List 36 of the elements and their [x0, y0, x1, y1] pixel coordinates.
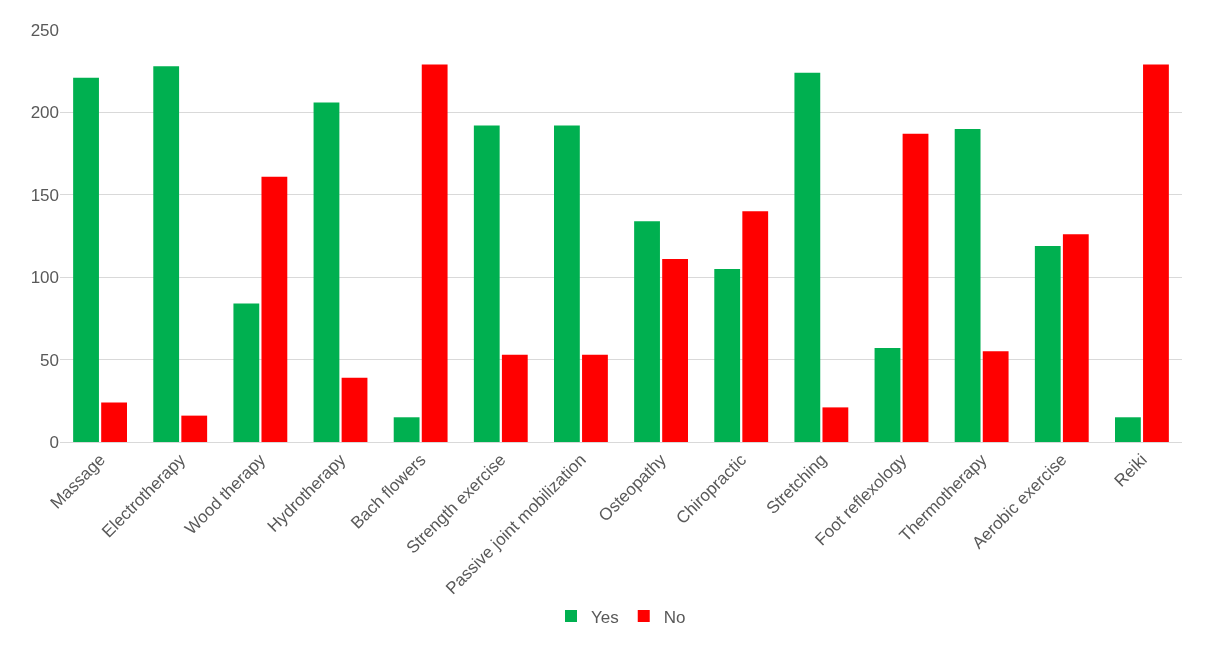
y-tick-label: 50 [40, 350, 59, 370]
legend-label: Yes [591, 607, 619, 627]
legend-label: No [663, 607, 686, 627]
bar [501, 354, 528, 442]
bar [153, 66, 180, 442]
y-tick-label: 200 [30, 103, 59, 123]
bar [181, 415, 208, 442]
bar [822, 407, 849, 442]
y-tick-label: 150 [30, 185, 59, 205]
bar [101, 402, 127, 442]
bar [1034, 245, 1061, 442]
bar [582, 354, 608, 442]
bar [421, 64, 448, 442]
bar [874, 348, 901, 442]
y-tick-label: 100 [30, 268, 59, 288]
bar [261, 176, 288, 442]
y-tick-label: 250 [30, 20, 59, 40]
bar [662, 259, 688, 442]
bar [1062, 234, 1089, 442]
bar [73, 77, 99, 442]
bar [714, 268, 741, 442]
bar [233, 303, 260, 442]
bar [393, 417, 420, 442]
bar [902, 133, 929, 442]
bar [341, 377, 368, 442]
bar [794, 72, 821, 442]
bar [1115, 417, 1141, 442]
bar [634, 221, 660, 442]
bar [954, 128, 981, 442]
bar [313, 102, 340, 442]
bar [1143, 64, 1169, 442]
bar [982, 351, 1009, 442]
bar [473, 125, 500, 442]
y-tick-label: 0 [49, 432, 59, 452]
bar [742, 211, 769, 442]
bar [554, 125, 580, 442]
